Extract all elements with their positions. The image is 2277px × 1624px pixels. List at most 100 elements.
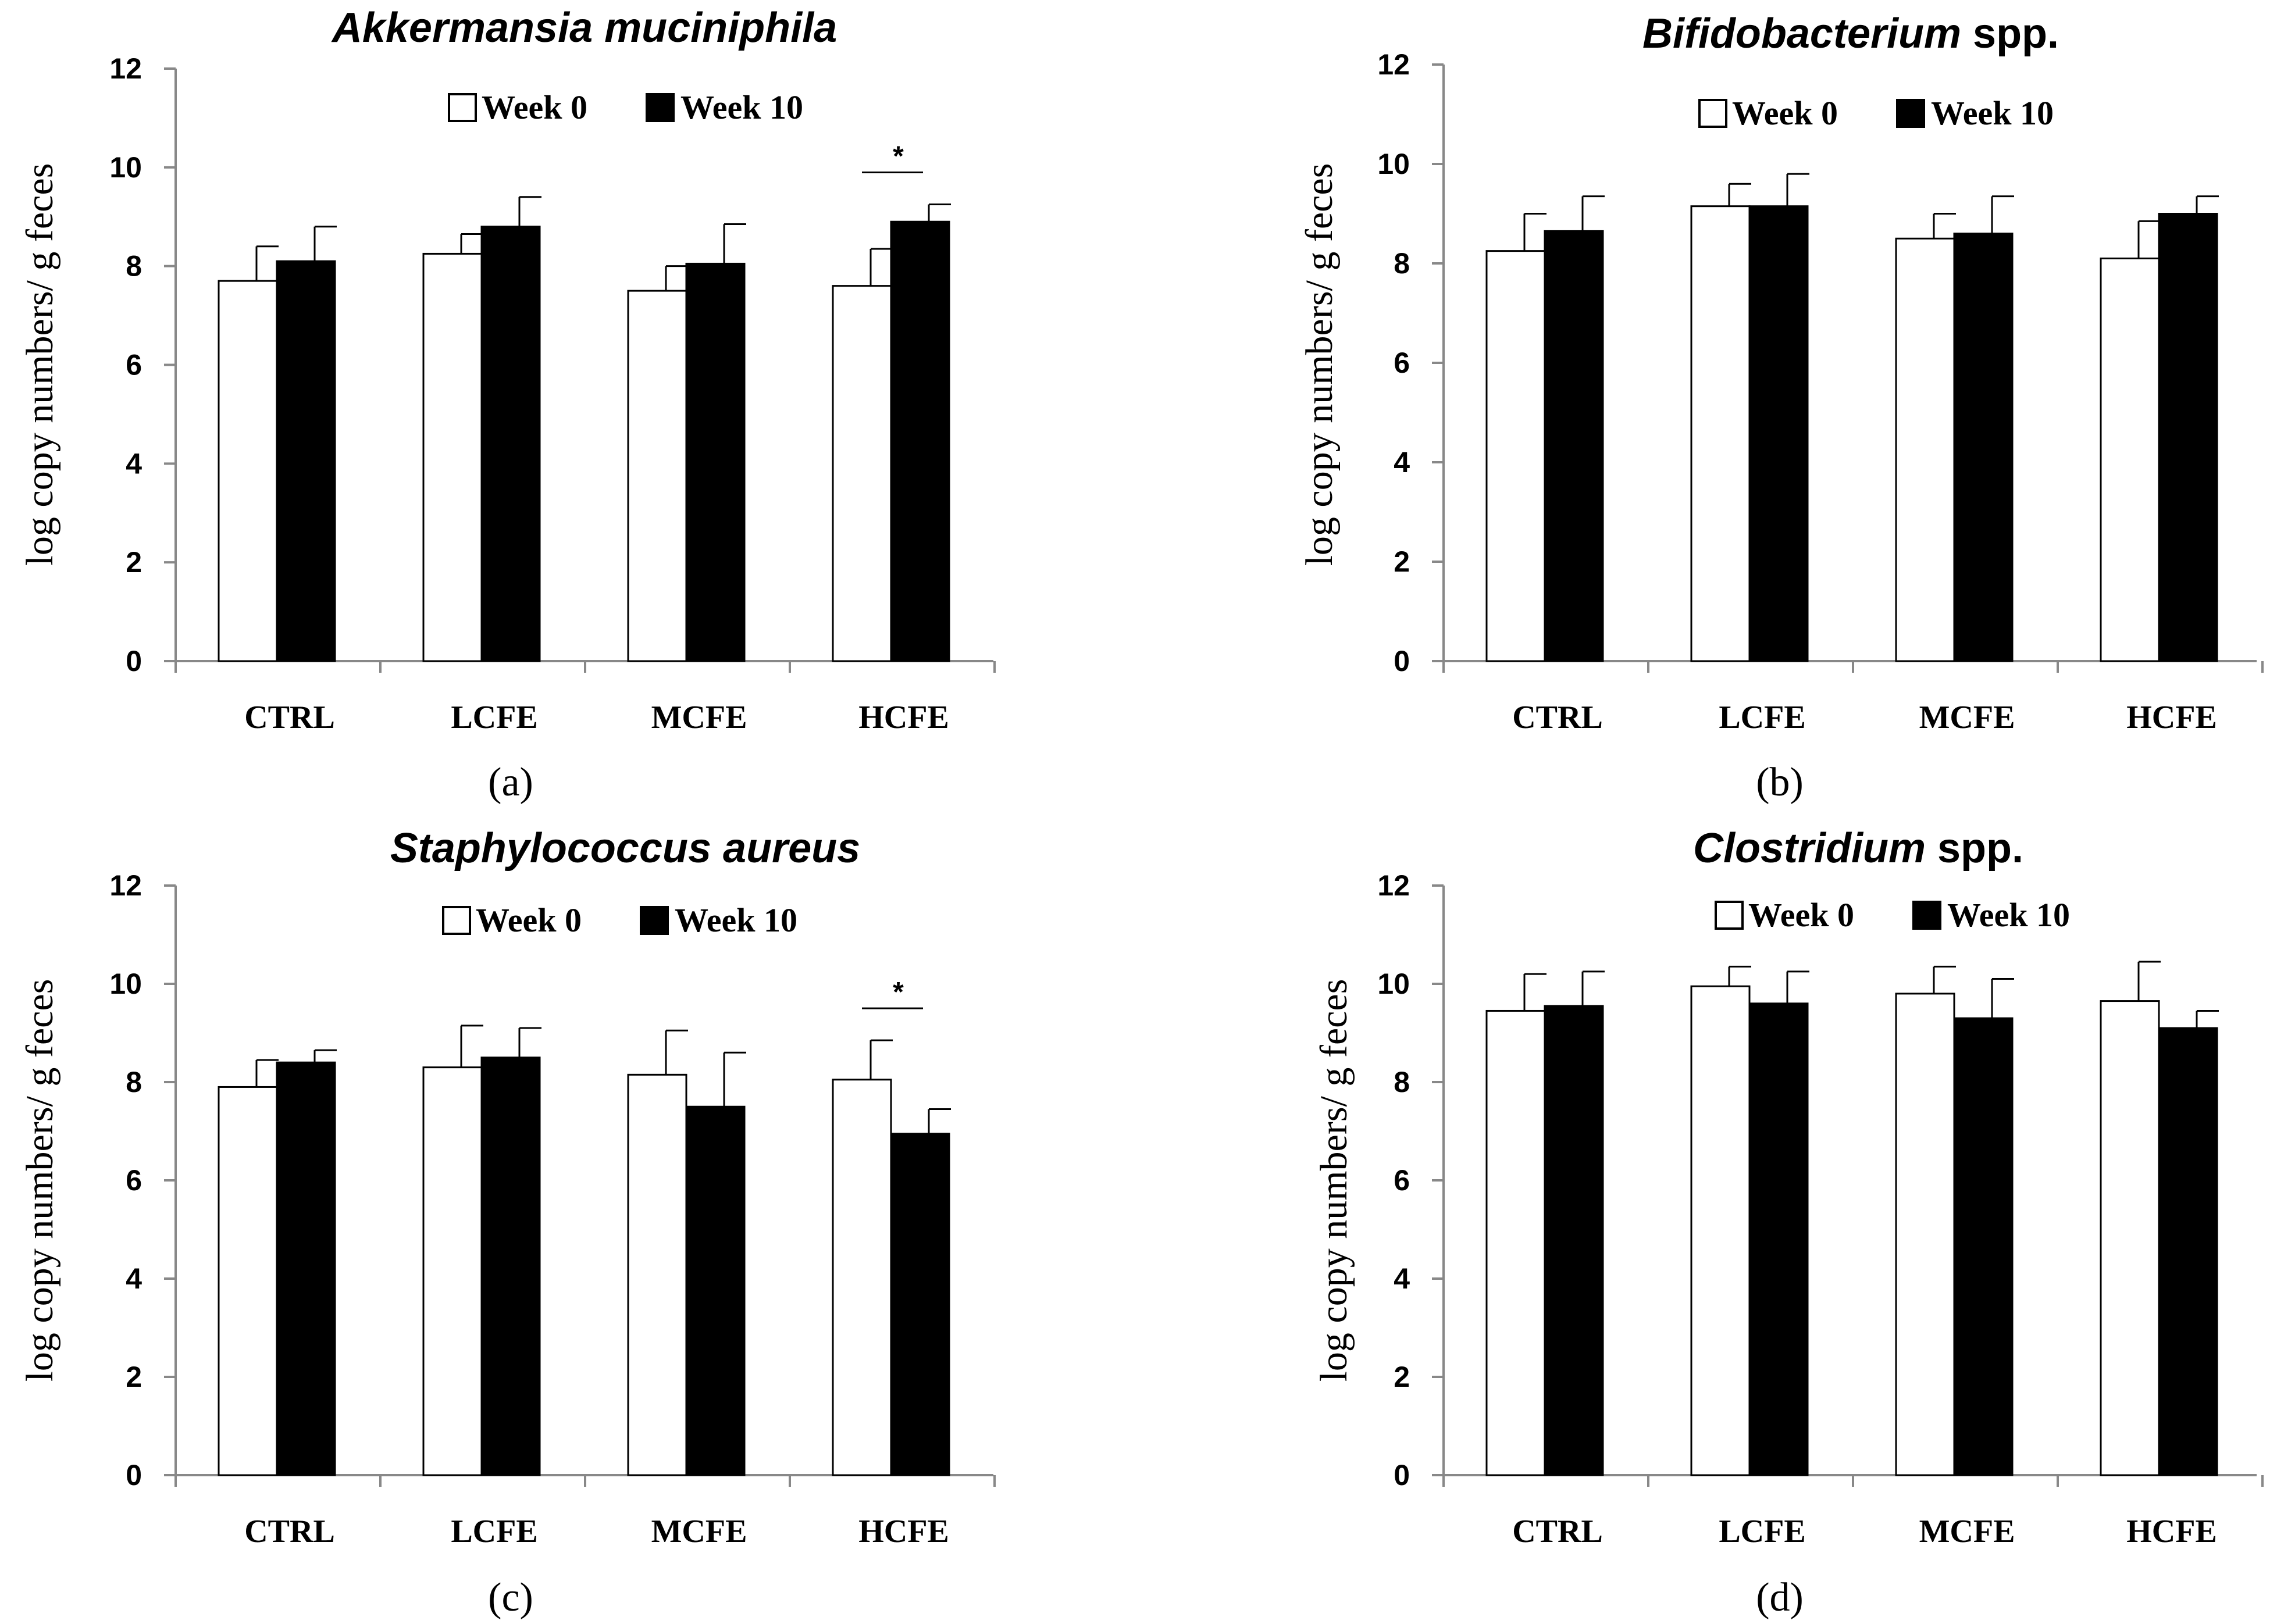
chart-title: Staphylococcus aureus <box>390 825 860 872</box>
legend: Week 0 Week 10 <box>1698 94 2054 132</box>
chart-title: Bifidobacterium spp. <box>1642 10 2059 57</box>
x-tick-label: MCFE <box>1919 699 2015 736</box>
y-tick-label: 4 <box>1394 1262 1410 1295</box>
y-tick-label: 4 <box>1394 446 1410 479</box>
legend-label-week-0: Week 0 <box>476 901 582 939</box>
legend-swatch-week-0 <box>1715 901 1744 930</box>
bar-week-10-mcfe <box>1953 1017 2014 1476</box>
y-axis-label: log copy numbers/ g feces <box>1313 979 1355 1382</box>
bar-week-10-ctrl <box>1544 1005 1604 1476</box>
chart-title-suffix: spp. <box>1926 825 2023 872</box>
bar-week-0-mcfe <box>1895 993 1955 1476</box>
bar-week-0-mcfe <box>1895 237 1955 662</box>
bar-week-10-hcfe <box>2158 213 2218 662</box>
bar-week-10-ctrl <box>1544 230 1604 662</box>
y-tick-label: 10 <box>1377 148 1410 180</box>
panel-label: (a) <box>488 760 533 805</box>
bar-week-0-lcfe <box>1690 985 1751 1476</box>
y-tick-label: 12 <box>1377 48 1410 81</box>
x-tick-label: MCFE <box>651 1514 747 1550</box>
y-tick-label: 12 <box>1377 869 1410 902</box>
y-tick-label: 4 <box>126 1262 142 1295</box>
legend-swatch-week-10 <box>1912 901 1941 930</box>
x-tick-label: HCFE <box>858 1514 949 1550</box>
legend-label-week-0: Week 0 <box>482 88 587 126</box>
y-tick-label: 10 <box>109 151 142 184</box>
chart-title-suffix: spp. <box>1961 10 2059 57</box>
legend: Week 0 Week 10 <box>448 88 803 126</box>
chart-panel-a: Akkermansia muciniphila 0 2 4 6 8 10 12 CTRL LCFE… <box>19 5 996 805</box>
y-tick-label: 12 <box>109 869 142 902</box>
x-tick-label: CTRL <box>1512 699 1603 736</box>
bar-week-10-lcfe <box>480 226 541 662</box>
bar-week-10-hcfe <box>890 220 950 662</box>
bar-week-0-hcfe <box>832 285 892 662</box>
panel-label: (b) <box>1756 760 1804 805</box>
legend-swatch-week-0 <box>448 93 477 122</box>
bar-week-0-ctrl <box>218 280 278 662</box>
bar-week-0-ctrl <box>1485 1009 1546 1476</box>
legend-swatch-week-10 <box>1896 99 1925 128</box>
legend-swatch-week-10 <box>646 93 675 122</box>
chart-panel-d: Clostridium spp. 0 2 4 6 8 10 12 CTRL LCFE MCFE HCF… <box>1313 825 2264 1620</box>
y-tick-label: 6 <box>126 1164 142 1197</box>
legend-label-week-10: Week 10 <box>675 901 797 939</box>
bar-week-10-mcfe <box>1953 233 2014 662</box>
x-tick-label: HCFE <box>2126 699 2217 736</box>
bar-week-0-lcfe <box>422 252 483 662</box>
y-tick-label: 6 <box>126 349 142 381</box>
y-tick-label: 6 <box>1394 347 1410 379</box>
y-tick-label: 10 <box>1377 968 1410 1000</box>
legend: Week 0 Week 10 <box>1715 896 2070 934</box>
x-tick-label: LCFE <box>451 1514 537 1550</box>
y-tick-label: 4 <box>126 447 142 480</box>
y-tick-label: 6 <box>1394 1164 1410 1197</box>
legend-label-week-10: Week 10 <box>1931 94 2054 132</box>
y-tick-label: 0 <box>1394 1459 1410 1491</box>
x-tick-label: LCFE <box>451 699 537 736</box>
bar-week-10-hcfe <box>2158 1027 2218 1476</box>
x-tick-label: CTRL <box>244 699 335 736</box>
bar-week-0-hcfe <box>2100 1000 2160 1476</box>
bar-week-0-mcfe <box>627 1073 687 1476</box>
y-tick-label: 0 <box>126 1459 142 1491</box>
chart-title-italic: Clostridium <box>1693 825 1926 872</box>
bar-week-10-hcfe <box>890 1133 950 1476</box>
y-tick-label: 8 <box>1394 247 1410 280</box>
bar-week-10-mcfe <box>685 1105 746 1476</box>
y-tick-label: 2 <box>126 1361 142 1393</box>
significance-marker: * <box>893 141 904 172</box>
legend-label-week-10: Week 10 <box>680 88 803 126</box>
legend: Week 0 Week 10 <box>442 901 797 939</box>
y-axis-label: log copy numbers/ g feces <box>19 979 61 1382</box>
y-tick-label: 2 <box>126 546 142 579</box>
bar-week-0-ctrl <box>218 1086 278 1476</box>
x-tick-label: MCFE <box>651 699 747 736</box>
legend-swatch-week-10 <box>640 906 669 935</box>
y-axis-label: log copy numbers/ g feces <box>1298 163 1341 566</box>
chart-panel-c: Staphylococcus aureus 0 2 4 6 8 10 12 CTRL LCFE MC… <box>19 825 996 1620</box>
bar-week-10-mcfe <box>685 262 746 662</box>
bar-week-10-ctrl <box>276 260 336 662</box>
y-tick-label: 8 <box>126 250 142 283</box>
bar-week-0-hcfe <box>832 1079 892 1476</box>
x-tick-label: MCFE <box>1919 1514 2015 1550</box>
y-tick-label: 10 <box>109 968 142 1000</box>
y-tick-label: 0 <box>1394 645 1410 677</box>
panel-label: (d) <box>1756 1575 1804 1620</box>
legend-label-week-0: Week 0 <box>1732 94 1838 132</box>
y-tick-label: 2 <box>1394 1361 1410 1393</box>
legend-swatch-week-0 <box>442 906 471 935</box>
bar-week-10-ctrl <box>276 1061 336 1476</box>
significance-marker: * <box>893 977 904 1008</box>
chart-title-italic: Bifidobacterium <box>1642 10 1961 57</box>
bar-week-0-ctrl <box>1485 250 1546 662</box>
bar-week-0-lcfe <box>1690 205 1751 662</box>
x-tick-label: HCFE <box>858 699 949 736</box>
chart-title: Clostridium spp. <box>1693 825 2023 872</box>
y-tick-label: 8 <box>1394 1066 1410 1098</box>
chart-title-italic: Staphylococcus aureus <box>390 825 860 872</box>
y-axis-label: log copy numbers/ g feces <box>19 163 61 566</box>
bar-week-0-lcfe <box>422 1066 483 1476</box>
